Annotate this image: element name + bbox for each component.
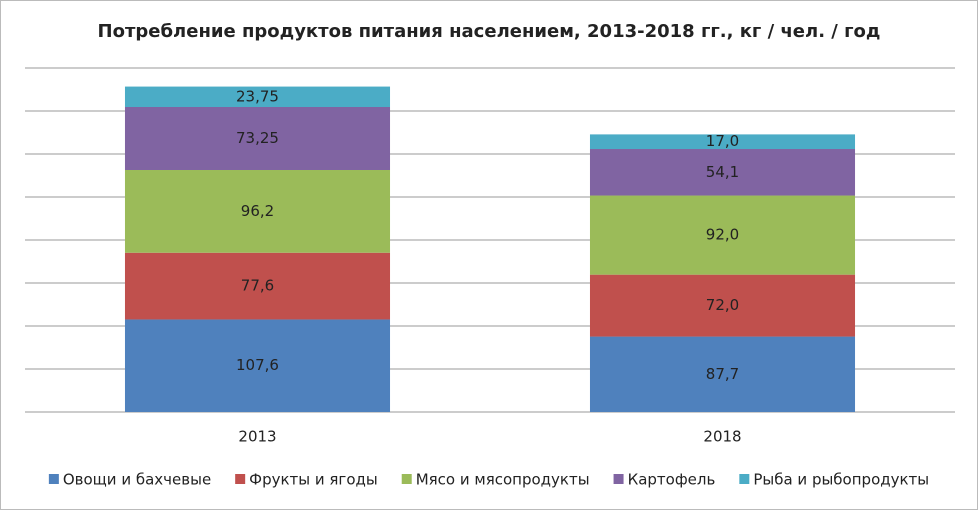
legend-label: Овощи и бахчевые — [63, 471, 211, 489]
legend-swatch — [48, 474, 59, 484]
data-label: 23,75 — [236, 87, 279, 105]
x-tick-label: 2013 — [238, 428, 276, 446]
x-tick-label: 2018 — [703, 428, 741, 446]
data-label: 92,0 — [706, 226, 739, 244]
bar-segment — [124, 319, 391, 412]
data-label: 77,6 — [241, 277, 274, 295]
legend-swatch — [235, 474, 246, 484]
bar-segment — [589, 195, 856, 275]
legend-label: Мясо и мясопродукты — [416, 471, 590, 489]
bar-segment — [124, 252, 391, 320]
bar-segment — [124, 107, 391, 170]
bar-segment — [589, 336, 856, 412]
legend-label: Картофель — [628, 471, 716, 489]
data-label: 96,2 — [241, 202, 274, 220]
data-label: 87,7 — [706, 365, 739, 383]
legend-swatch — [613, 474, 624, 484]
data-label: 54,1 — [706, 163, 739, 181]
chart-title: Потребление продуктов питания населением… — [98, 21, 881, 42]
legend-swatch — [739, 474, 750, 484]
data-label: 73,25 — [236, 129, 279, 147]
bar-segment — [124, 86, 391, 108]
data-label: 107,6 — [236, 356, 279, 374]
legend-label: Рыба и рыбопродукты — [753, 471, 929, 489]
legend-label: Фрукты и ягоды — [249, 471, 378, 489]
bar-segment — [589, 149, 856, 196]
data-label: 17,0 — [706, 132, 739, 150]
bar-segment — [124, 169, 391, 253]
legend-swatch — [401, 474, 412, 484]
data-label: 72,0 — [706, 296, 739, 314]
bar-segment — [589, 274, 856, 337]
bar-segment — [589, 134, 856, 150]
